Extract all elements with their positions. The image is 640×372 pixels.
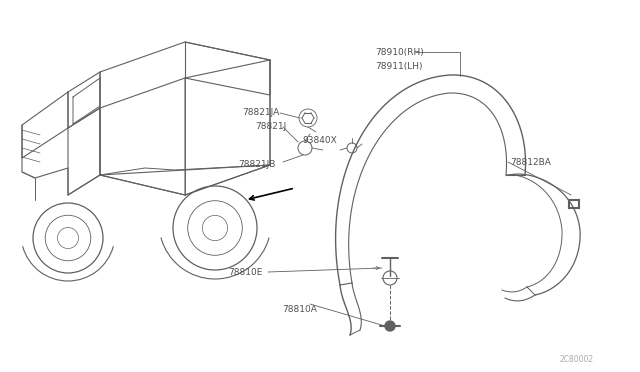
Text: 78821J: 78821J [255,122,286,131]
Text: 78910(RH): 78910(RH) [375,48,424,57]
Text: 78821JB: 78821JB [238,160,275,169]
Text: 78810A: 78810A [282,305,317,314]
Text: 78810E: 78810E [228,268,262,277]
Text: 2C80002: 2C80002 [560,355,594,364]
Text: 78812BA: 78812BA [510,158,551,167]
Circle shape [385,321,395,331]
Text: 93840X: 93840X [302,136,337,145]
Text: 78821JA: 78821JA [242,108,279,117]
Text: 78911(LH): 78911(LH) [375,62,422,71]
